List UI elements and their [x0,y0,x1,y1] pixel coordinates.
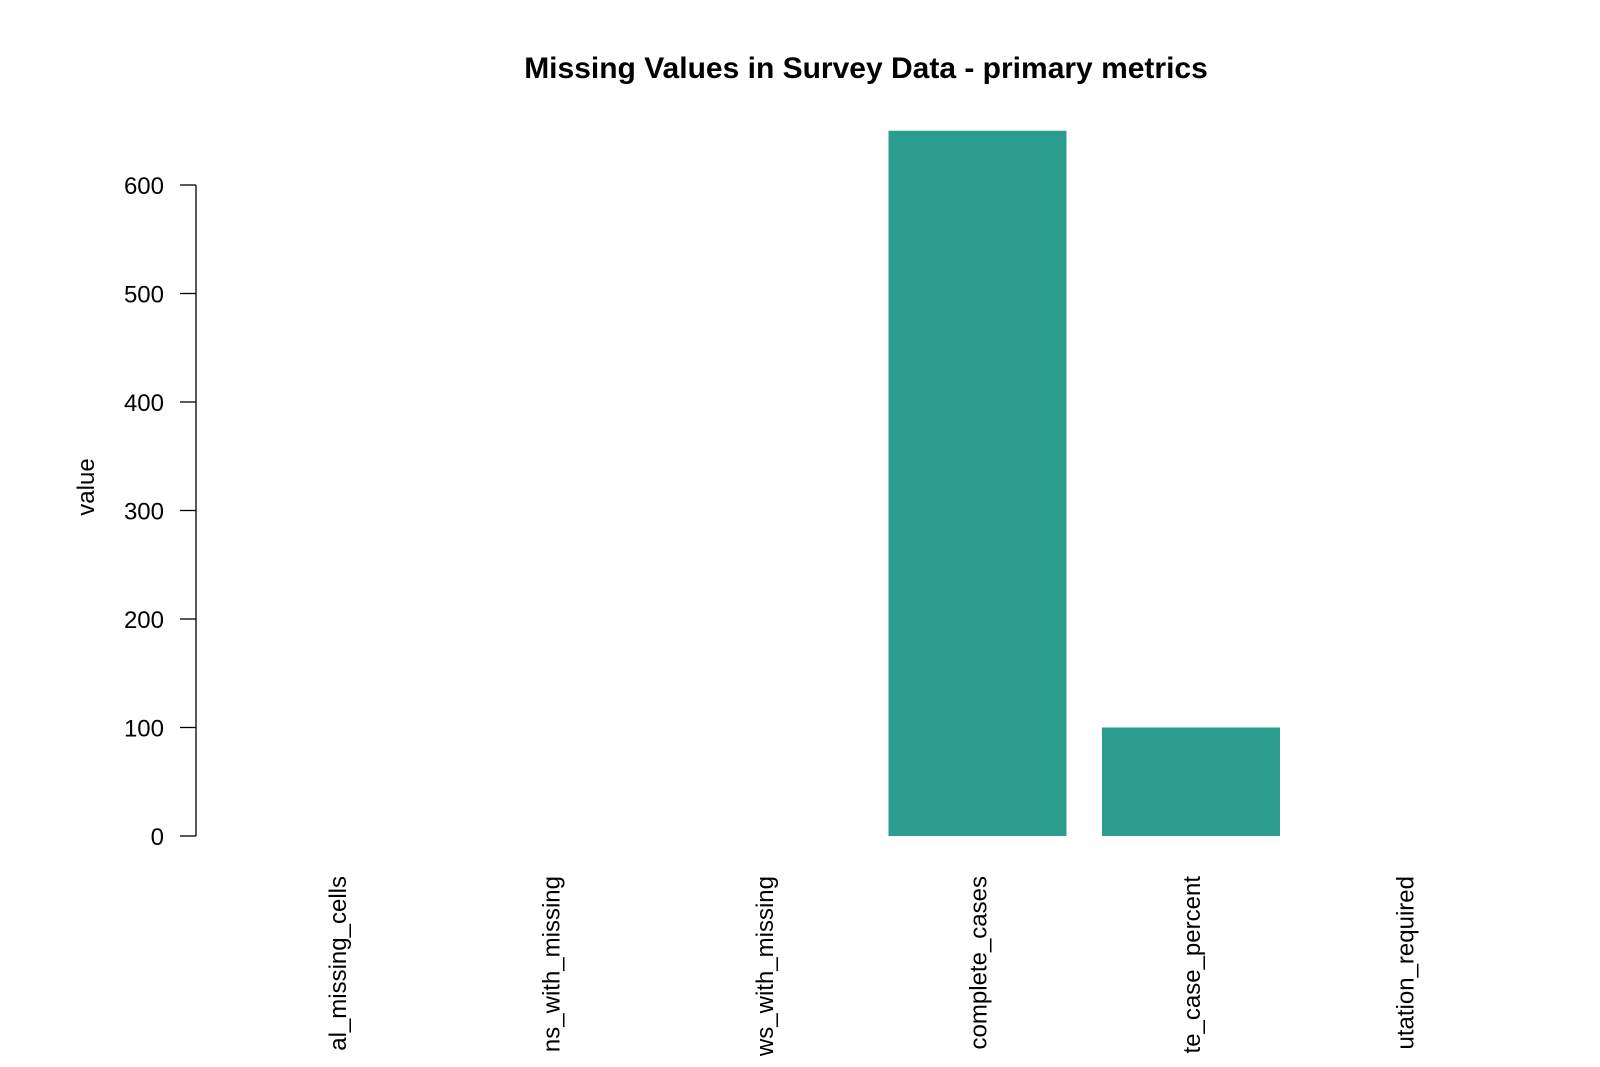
x-category-label: te_case_percent [1179,876,1206,1054]
x-axis-category-labels: al_missing_cells ns_with_missing ws_with_m… [325,876,1420,1057]
y-tick-label: 200 [124,607,164,634]
y-tick-label: 300 [124,499,164,526]
y-tick-label: 400 [124,390,164,417]
y-tick-label: 100 [124,716,164,743]
y-tick-label: 600 [124,173,164,200]
y-tick-label: 0 [151,824,164,851]
x-category-label: ws_with_missing [752,876,779,1057]
chart-title: Missing Values in Survey Data - primary … [524,52,1208,85]
x-category-label: utation_required [1393,876,1420,1049]
x-category-label: ns_with_missing [539,876,566,1052]
y-axis-ticks: 0 100 200 300 400 500 600 [124,173,196,851]
x-category-label: complete_cases [966,876,993,1049]
bar-complete-case-percent [1102,727,1280,836]
bar-complete-cases [888,130,1067,836]
y-axis-label: value [73,458,100,515]
bars [888,130,1280,836]
y-tick-label: 500 [124,282,164,309]
x-category-label: al_missing_cells [325,876,352,1051]
